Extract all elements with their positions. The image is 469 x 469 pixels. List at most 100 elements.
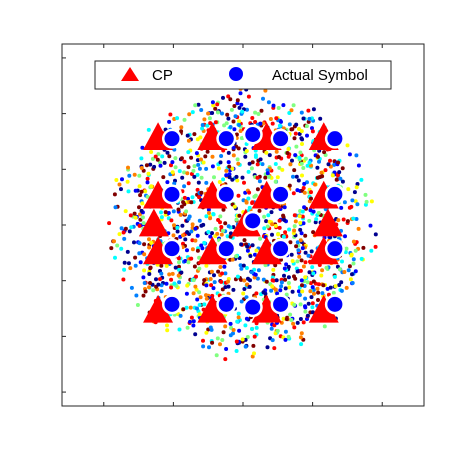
- scatter-point: [278, 288, 283, 293]
- scatter-point: [263, 88, 268, 93]
- scatter-point: [236, 161, 241, 166]
- scatter-point: [277, 165, 282, 170]
- scatter-point: [202, 278, 207, 283]
- scatter-point: [318, 116, 323, 121]
- scatter-point: [204, 180, 209, 185]
- scatter-point: [244, 266, 249, 270]
- scatter-point: [257, 208, 262, 213]
- scatter-point: [265, 168, 270, 173]
- scatter-point: [301, 116, 306, 121]
- scatter-point: [291, 191, 296, 196]
- scatter-point: [184, 209, 189, 214]
- scatter-point: [210, 231, 214, 236]
- scatter-point: [192, 164, 197, 169]
- scatter-point: [294, 244, 299, 249]
- scatter-point: [250, 243, 255, 248]
- scatter-point: [354, 185, 359, 190]
- scatter-point: [287, 111, 292, 115]
- actual-symbol-marker: [327, 241, 343, 257]
- scatter-point: [253, 110, 258, 115]
- scatter-point: [237, 328, 242, 333]
- scatter-point: [123, 209, 128, 214]
- scatter-point: [305, 163, 310, 168]
- scatter-point: [138, 260, 143, 265]
- scatter-point: [210, 111, 215, 115]
- scatter-point: [270, 278, 275, 283]
- scatter-point: [142, 242, 147, 247]
- scatter-point: [298, 268, 303, 273]
- actual-symbol-marker: [164, 296, 180, 312]
- scatter-point: [253, 272, 258, 277]
- scatter-point: [159, 215, 164, 220]
- scatter-point: [286, 334, 291, 339]
- scatter-point: [158, 277, 162, 282]
- scatter-point: [177, 267, 181, 272]
- scatter-point: [322, 324, 327, 329]
- scatter-point: [299, 331, 304, 336]
- scatter-point: [297, 254, 302, 259]
- scatter-point: [137, 205, 141, 210]
- scatter-point: [298, 317, 303, 321]
- actual-symbol-marker: [245, 127, 261, 142]
- scatter-point: [363, 192, 368, 197]
- scatter-point: [311, 230, 316, 235]
- scatter-point: [142, 252, 147, 257]
- scatter-point: [140, 215, 145, 220]
- scatter-point: [119, 246, 124, 251]
- scatter-point: [231, 153, 236, 158]
- scatter-point: [337, 170, 342, 175]
- actual-symbol-marker: [273, 186, 289, 202]
- scatter-point: [252, 351, 256, 356]
- scatter-point: [151, 288, 156, 293]
- scatter-point: [269, 210, 274, 215]
- scatter-point: [356, 226, 361, 231]
- scatter-point: [206, 207, 211, 212]
- scatter-point: [208, 216, 213, 221]
- scatter-point: [238, 91, 243, 96]
- scatter-point: [195, 187, 200, 192]
- scatter-point: [273, 287, 278, 292]
- scatter-point: [195, 297, 200, 302]
- scatter-point: [298, 238, 303, 243]
- scatter-point: [264, 150, 269, 155]
- scatter-point: [342, 270, 347, 274]
- scatter-point: [312, 291, 316, 296]
- scatter-point: [186, 150, 191, 155]
- scatter-point: [291, 174, 295, 179]
- scatter-point: [159, 289, 164, 294]
- scatter-point: [207, 345, 211, 350]
- scatter-point: [243, 323, 248, 328]
- scatter-point: [188, 305, 193, 310]
- scatter-point: [277, 123, 282, 128]
- scatter-point: [190, 222, 195, 227]
- scatter-point: [297, 293, 302, 297]
- scatter-point: [197, 166, 202, 171]
- scatter-point: [199, 175, 204, 180]
- cp-marker: [251, 294, 282, 323]
- scatter-point: [269, 326, 274, 331]
- scatter-point: [193, 103, 198, 108]
- scatter-point: [300, 246, 305, 251]
- scatter-point: [159, 271, 164, 276]
- scatter-point: [139, 208, 144, 213]
- scatter-point: [295, 240, 300, 245]
- scatter-point: [189, 229, 194, 234]
- scatter-point: [255, 276, 260, 281]
- scatter-point: [122, 260, 127, 265]
- plot-frame: [61, 43, 425, 407]
- scatter-point: [328, 285, 333, 290]
- scatter-point: [191, 278, 196, 283]
- scatter-point: [263, 175, 268, 180]
- scatter-point: [180, 175, 185, 180]
- scatter-point: [301, 264, 306, 269]
- scatter-point: [336, 218, 341, 223]
- scatter-point: [246, 196, 251, 201]
- scatter-point: [320, 268, 325, 273]
- scatter-point: [303, 260, 308, 265]
- scatter-point: [273, 179, 278, 184]
- scatter-point: [244, 316, 249, 321]
- actual-symbol-marker: [164, 186, 180, 202]
- cp-marker: [197, 236, 228, 265]
- scatter-point: [192, 264, 197, 269]
